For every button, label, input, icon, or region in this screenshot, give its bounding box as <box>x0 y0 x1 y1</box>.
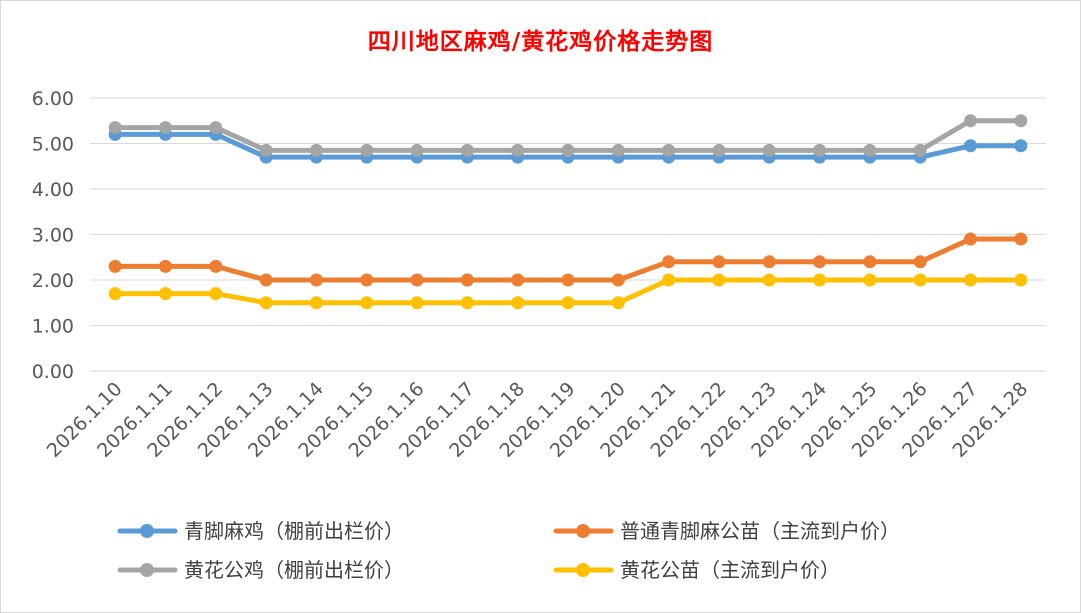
data-point <box>1014 114 1028 128</box>
data-point <box>259 296 273 310</box>
data-point <box>813 255 827 269</box>
data-point <box>259 143 273 157</box>
data-point <box>410 273 424 287</box>
data-point <box>309 273 323 287</box>
data-point <box>863 273 877 287</box>
data-point <box>913 143 927 157</box>
data-point <box>662 273 676 287</box>
legend-marker <box>576 563 590 577</box>
data-point <box>209 287 223 301</box>
data-point <box>712 273 726 287</box>
data-point <box>108 121 122 135</box>
legend-marker <box>140 524 154 538</box>
data-point <box>611 143 625 157</box>
data-point <box>913 273 927 287</box>
y-tick-label: 4.00 <box>32 179 74 201</box>
legend-marker <box>576 524 590 538</box>
data-point <box>511 273 525 287</box>
data-point <box>712 255 726 269</box>
data-point <box>410 296 424 310</box>
data-point <box>259 273 273 287</box>
data-point <box>762 273 776 287</box>
y-tick-label: 6.00 <box>32 88 74 110</box>
data-point <box>460 273 474 287</box>
data-point <box>360 273 374 287</box>
data-point <box>410 143 424 157</box>
data-point <box>158 287 172 301</box>
data-point <box>712 143 726 157</box>
data-point <box>1014 139 1028 153</box>
data-point <box>1014 232 1028 246</box>
data-point <box>561 143 575 157</box>
data-point <box>1014 273 1028 287</box>
data-point <box>108 259 122 273</box>
data-point <box>964 114 978 128</box>
data-point <box>511 296 525 310</box>
data-point <box>964 273 978 287</box>
data-point <box>863 255 877 269</box>
data-point <box>964 232 978 246</box>
data-point <box>158 259 172 273</box>
y-tick-label: 2.00 <box>32 270 74 292</box>
chart-title: 四川地区麻鸡/黄花鸡价格走势图 <box>367 29 714 55</box>
data-point <box>913 255 927 269</box>
data-point <box>611 296 625 310</box>
data-point <box>762 143 776 157</box>
legend-label: 黄花公苗（主流到户价） <box>620 558 840 582</box>
data-point <box>611 273 625 287</box>
y-tick-label: 1.00 <box>32 316 74 338</box>
data-point <box>813 143 827 157</box>
data-point <box>360 296 374 310</box>
data-point <box>762 255 776 269</box>
data-point <box>108 287 122 301</box>
y-tick-label: 3.00 <box>32 225 74 247</box>
data-point <box>662 143 676 157</box>
y-tick-label: 0.00 <box>32 361 74 383</box>
data-point <box>561 296 575 310</box>
data-point <box>309 296 323 310</box>
legend-marker <box>140 563 154 577</box>
data-point <box>662 255 676 269</box>
data-point <box>209 121 223 135</box>
data-point <box>460 296 474 310</box>
legend-label: 青脚麻鸡（棚前出栏价） <box>184 519 404 543</box>
data-point <box>360 143 374 157</box>
data-point <box>209 259 223 273</box>
y-tick-label: 5.00 <box>32 134 74 156</box>
legend-label: 普通青脚麻公苗（主流到户价） <box>620 519 900 543</box>
data-point <box>813 273 827 287</box>
data-point <box>511 143 525 157</box>
data-point <box>309 143 323 157</box>
legend-label: 黄花公鸡（棚前出栏价） <box>184 558 404 582</box>
data-point <box>158 121 172 135</box>
data-point <box>863 143 877 157</box>
data-point <box>460 143 474 157</box>
data-point <box>561 273 575 287</box>
data-point <box>964 139 978 153</box>
